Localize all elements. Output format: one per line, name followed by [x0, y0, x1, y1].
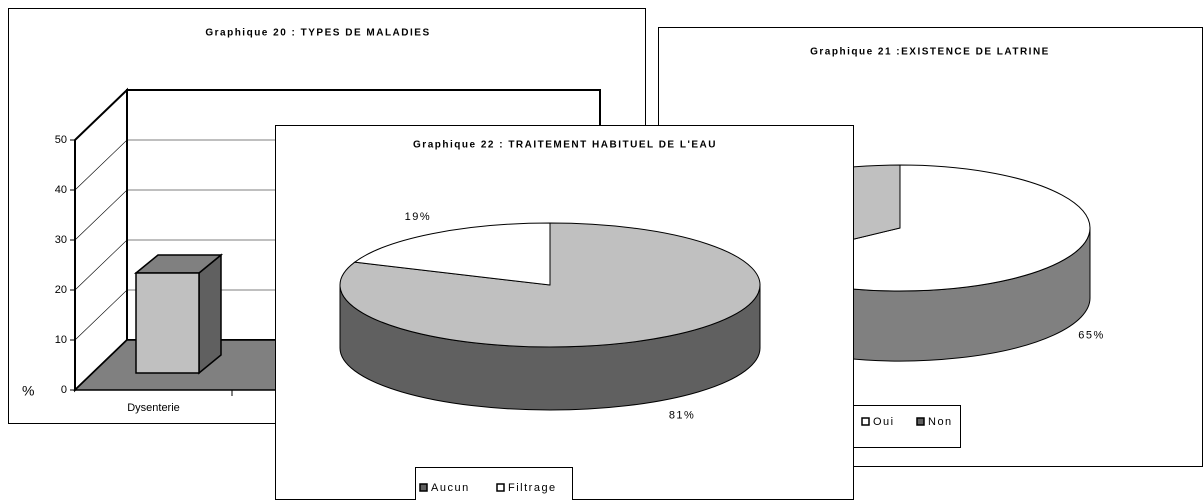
legend-swatch	[419, 483, 428, 492]
y-tick-label: 40	[55, 184, 67, 196]
data-label: 81%	[669, 410, 696, 422]
chart-title: Graphique 21 :EXISTENCE DE LATRINE	[810, 47, 1050, 58]
x-tick-label: Dysenterie	[127, 402, 180, 414]
y-tick-label: 10	[55, 334, 67, 346]
legend-swatch	[861, 417, 870, 426]
chart-title: Graphique 22 : TRAITEMENT HABITUEL DE L'…	[413, 140, 717, 151]
legend-label: Aucun	[431, 482, 470, 494]
pie-slice	[353, 222, 551, 286]
legend-label: Oui	[873, 416, 895, 428]
chart-panel: Graphique 22 : TRAITEMENT HABITUEL DE L'…	[275, 125, 854, 500]
legend-label: Non	[928, 416, 953, 428]
legend-label: Filtrage	[508, 482, 557, 494]
side-wall	[74, 87, 128, 393]
y-axis-label: %	[22, 383, 34, 399]
y-tick-label: 0	[61, 384, 67, 396]
y-tick-label: 50	[55, 134, 67, 146]
bar-side	[198, 253, 222, 375]
y-tick-label: 30	[55, 234, 67, 246]
y-tick-label: 20	[55, 284, 67, 296]
bar	[135, 272, 200, 374]
legend-swatch	[496, 483, 505, 492]
legend-box	[415, 467, 573, 500]
legend-swatch	[916, 417, 925, 426]
grid-line	[74, 89, 600, 141]
data-label: 65%	[1078, 330, 1105, 342]
data-label: 19%	[405, 211, 432, 223]
chart-title: Graphique 20 : TYPES DE MALADIES	[205, 28, 430, 39]
legend-box	[850, 405, 961, 448]
